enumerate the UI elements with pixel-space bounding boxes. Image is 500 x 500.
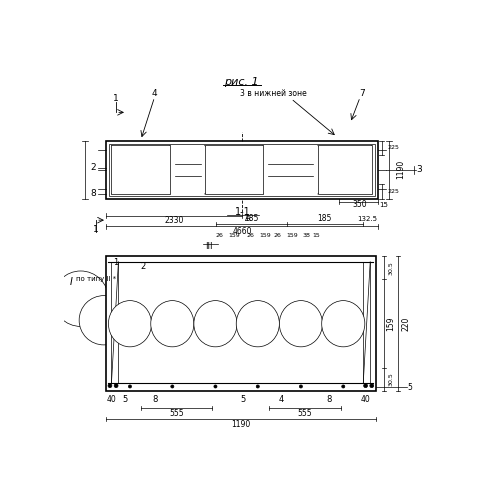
Circle shape <box>114 384 118 388</box>
Text: 40: 40 <box>360 395 370 404</box>
Text: 8: 8 <box>152 395 158 404</box>
Text: 26: 26 <box>216 233 223 238</box>
Text: 132.5: 132.5 <box>357 216 377 222</box>
Text: 2: 2 <box>140 262 145 271</box>
Text: 8: 8 <box>90 190 96 198</box>
Text: 2330: 2330 <box>164 216 184 226</box>
Circle shape <box>128 385 132 388</box>
Text: 15: 15 <box>379 202 388 208</box>
Text: 26: 26 <box>274 233 281 238</box>
Text: 30.5: 30.5 <box>388 372 394 386</box>
Ellipse shape <box>236 300 280 347</box>
Bar <box>109 144 375 196</box>
Text: A: A <box>244 214 250 223</box>
Ellipse shape <box>322 300 365 347</box>
Text: 4: 4 <box>279 395 284 404</box>
Text: III: III <box>205 242 212 251</box>
Text: 40: 40 <box>106 395 117 404</box>
Circle shape <box>342 385 345 388</box>
Text: по типу II *: по типу II * <box>76 276 116 281</box>
Text: 1190: 1190 <box>396 160 404 180</box>
Text: рис. 1: рис. 1 <box>224 76 258 86</box>
Text: 2: 2 <box>90 164 96 172</box>
Text: 159: 159 <box>229 233 240 238</box>
Circle shape <box>53 271 108 326</box>
Text: 26: 26 <box>246 233 254 238</box>
Text: 3 в нижней зоне: 3 в нижней зоне <box>240 90 306 98</box>
Text: 159: 159 <box>260 233 272 238</box>
Text: 5: 5 <box>240 395 246 404</box>
Circle shape <box>370 384 374 388</box>
Text: 30.5: 30.5 <box>388 261 394 275</box>
Ellipse shape <box>194 300 237 347</box>
Bar <box>112 146 170 194</box>
Text: 1: 1 <box>114 258 118 267</box>
Text: 185: 185 <box>244 214 259 223</box>
Text: 7: 7 <box>360 90 366 98</box>
Text: 1190: 1190 <box>231 420 250 428</box>
Text: 220: 220 <box>401 316 410 331</box>
Circle shape <box>171 385 174 388</box>
Bar <box>106 256 376 391</box>
Text: 8: 8 <box>326 395 332 404</box>
Bar <box>318 146 372 194</box>
Circle shape <box>79 296 128 345</box>
Text: 15: 15 <box>312 233 320 238</box>
Bar <box>106 141 378 199</box>
Text: 38: 38 <box>302 233 310 238</box>
Text: 185: 185 <box>318 214 332 223</box>
Bar <box>204 146 263 194</box>
Text: 3: 3 <box>416 165 422 174</box>
Text: 350: 350 <box>352 200 366 209</box>
Text: 4660: 4660 <box>232 227 252 236</box>
Ellipse shape <box>108 300 152 347</box>
Ellipse shape <box>151 300 194 347</box>
Circle shape <box>108 384 112 388</box>
Text: 159: 159 <box>386 316 396 331</box>
Text: 555: 555 <box>298 409 312 418</box>
Text: 1: 1 <box>93 225 99 234</box>
Text: 5: 5 <box>408 383 412 392</box>
Text: 555: 555 <box>169 409 184 418</box>
Text: 5: 5 <box>122 395 128 404</box>
Text: 1-1: 1-1 <box>234 206 250 216</box>
Text: 1: 1 <box>113 94 119 103</box>
Text: 4: 4 <box>152 90 158 98</box>
Circle shape <box>256 385 260 388</box>
Circle shape <box>364 384 368 388</box>
Text: 225: 225 <box>387 189 399 194</box>
Text: I: I <box>70 277 73 287</box>
Circle shape <box>214 385 217 388</box>
Text: 225: 225 <box>387 146 399 150</box>
Ellipse shape <box>280 300 322 347</box>
Circle shape <box>300 385 302 388</box>
Text: 159: 159 <box>286 233 298 238</box>
